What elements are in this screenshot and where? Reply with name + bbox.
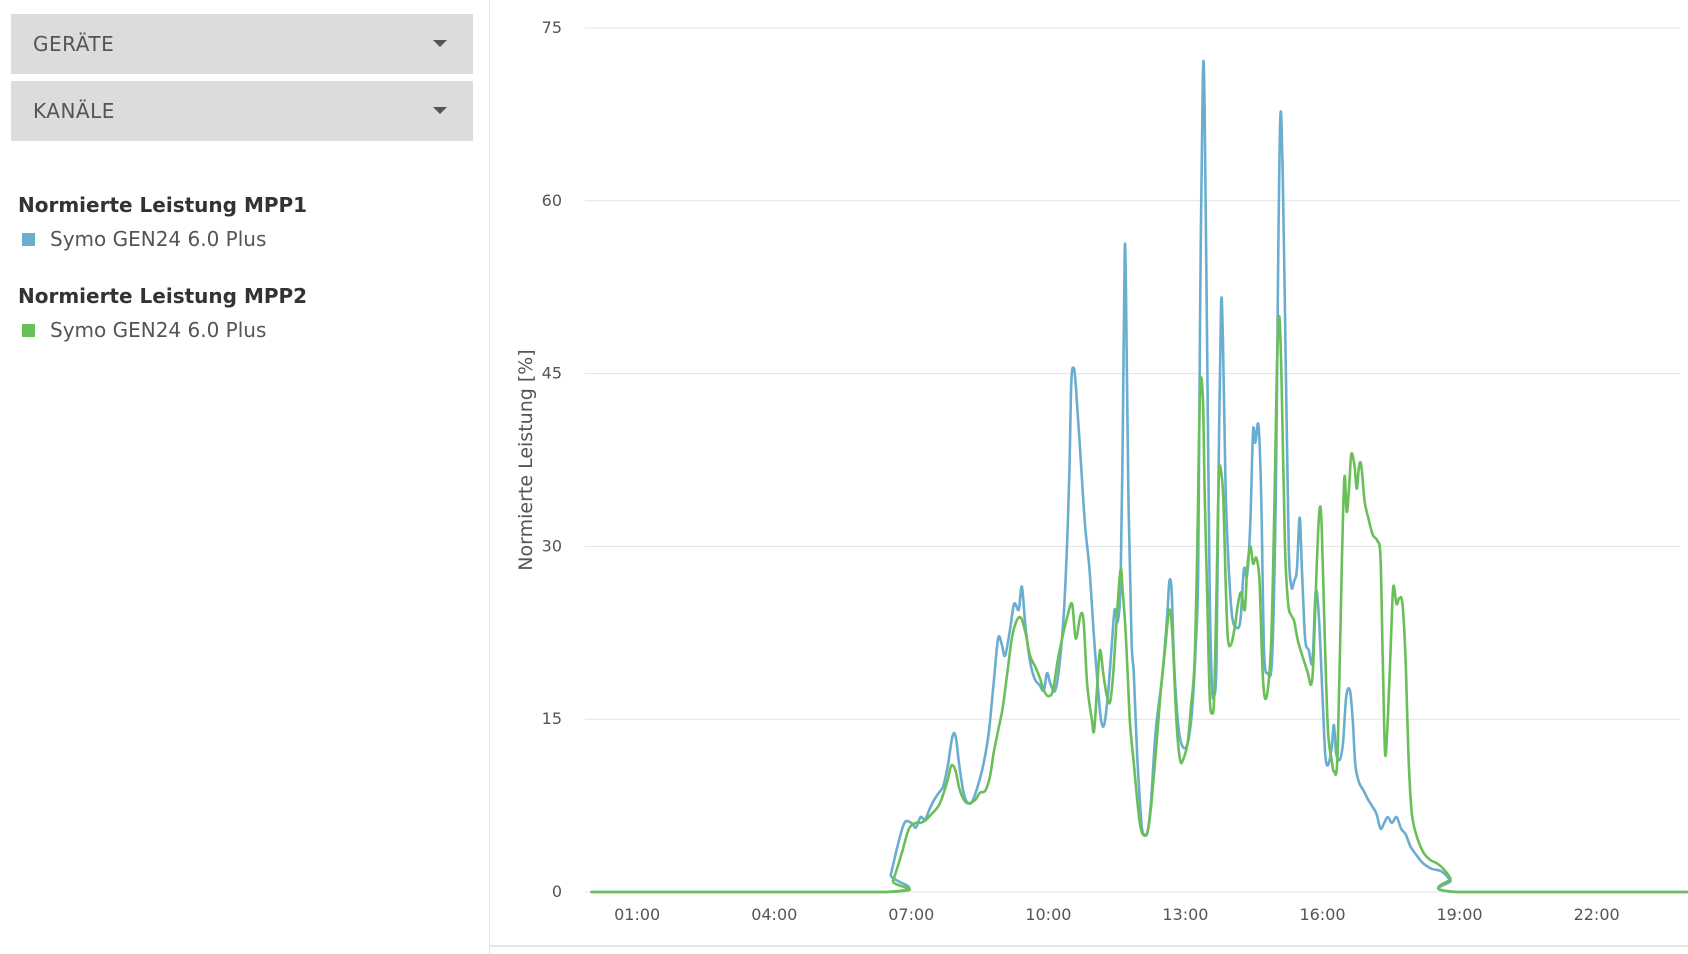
y-tick-label: 60 xyxy=(542,191,562,210)
caret-down-icon xyxy=(433,107,447,114)
x-tick-label: 16:00 xyxy=(1299,905,1345,924)
line-chart: 0 15 30 45 60 75 01:00 04:00 07:00 10:00 13:00 16:… xyxy=(515,18,1688,924)
legend-item-mpp2[interactable]: Symo GEN24 6.0 Plus xyxy=(18,318,307,342)
y-axis-label: Normierte Leistung [%] xyxy=(515,349,537,570)
geraete-dropdown-label: GERÄTE xyxy=(33,32,115,56)
x-tick-label: 13:00 xyxy=(1162,905,1208,924)
x-tick-label: 22:00 xyxy=(1574,905,1620,924)
series-line-mpp1 xyxy=(590,59,1688,894)
series-line-mpp2 xyxy=(590,314,1688,894)
sidebar: GERÄTE KANÄLE Normierte Leistung MPP1 Sy… xyxy=(0,0,489,954)
legend-item-mpp1[interactable]: Symo GEN24 6.0 Plus xyxy=(18,227,307,251)
y-tick-label: 45 xyxy=(542,364,562,383)
panel-divider xyxy=(489,0,490,954)
x-tick-label: 04:00 xyxy=(751,905,797,924)
square-swatch-icon xyxy=(22,323,35,337)
x-axis-ticks: 01:00 04:00 07:00 10:00 13:00 16:00 19:00 22:00 xyxy=(614,905,1620,924)
kanaele-dropdown[interactable]: KANÄLE xyxy=(11,81,473,141)
y-axis-ticks: 0 15 30 45 60 75 xyxy=(542,18,562,901)
x-tick-label: 19:00 xyxy=(1437,905,1483,924)
square-swatch-icon xyxy=(22,232,35,246)
legend-title-mpp2: Normierte Leistung MPP2 xyxy=(18,284,308,308)
x-tick-label: 07:00 xyxy=(888,905,934,924)
legend-group-mpp2: Normierte Leistung MPP2 Symo GEN24 6.0 P… xyxy=(18,284,307,342)
y-tick-label: 15 xyxy=(542,709,562,728)
legend-title-mpp1: Normierte Leistung MPP1 xyxy=(18,193,308,217)
y-tick-label: 75 xyxy=(542,18,562,37)
series-lines xyxy=(590,59,1688,894)
x-tick-label: 01:00 xyxy=(614,905,660,924)
x-tick-label: 10:00 xyxy=(1025,905,1071,924)
y-tick-label: 30 xyxy=(542,536,562,555)
kanaele-dropdown-label: KANÄLE xyxy=(33,99,115,123)
caret-down-icon xyxy=(433,40,447,47)
y-tick-label: 0 xyxy=(552,882,562,901)
legend-item-label: Symo GEN24 6.0 Plus xyxy=(50,318,267,342)
geraete-dropdown[interactable]: GERÄTE xyxy=(11,14,473,74)
legend-item-label: Symo GEN24 6.0 Plus xyxy=(50,227,267,251)
legend-group-mpp1: Normierte Leistung MPP1 Symo GEN24 6.0 P… xyxy=(18,193,307,251)
chart-bottom-border xyxy=(489,945,1688,947)
